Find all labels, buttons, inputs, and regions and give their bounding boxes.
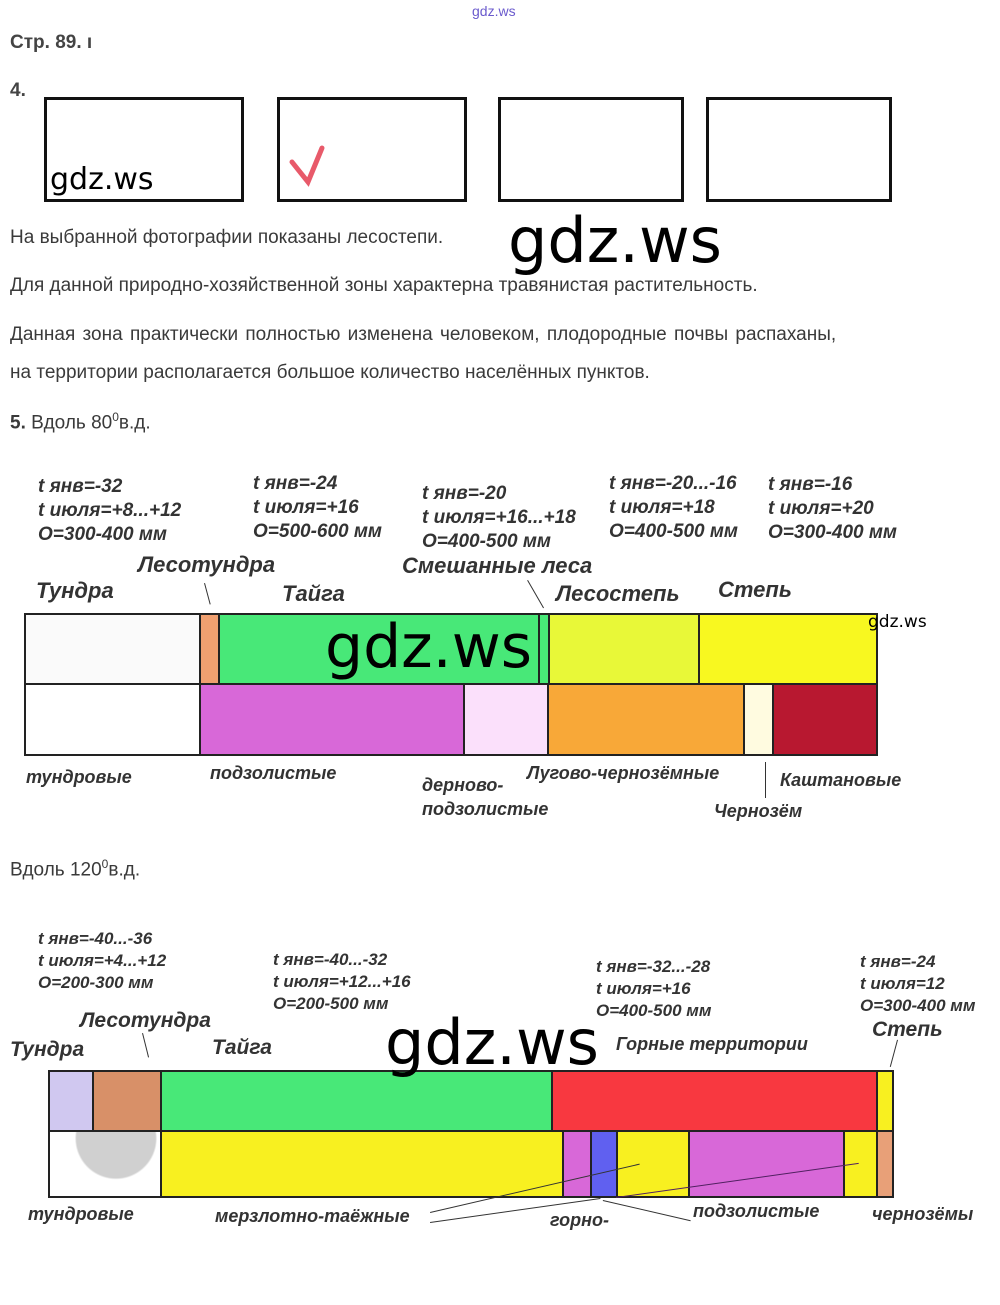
soil-tundra: [48, 1130, 162, 1198]
soil-label-mountain: горно-: [550, 1210, 610, 1230]
answer-text: На выбранной фотографии показаны лесосте…: [10, 227, 444, 248]
soil-label-podzolic: подзолистые: [210, 763, 337, 783]
pointer-line: [204, 583, 211, 605]
heading-text: Вдоль 80: [25, 412, 113, 434]
pointer-line: [527, 580, 544, 609]
zone-label-steppe: Степь: [872, 1018, 943, 1041]
soil-label-permafrost-taiga: мерзлотно-таёжные: [215, 1206, 410, 1226]
climate-forest-steppe: t янв=-20...-16 t июля=+18 O=400-500 мм: [609, 473, 738, 542]
task-4-number: 4.: [10, 80, 26, 101]
photo-option-4[interactable]: [706, 97, 892, 202]
soil-podzolic: [688, 1130, 845, 1198]
pointer-line: [602, 1200, 691, 1222]
watermark-big: gdz.ws: [325, 612, 533, 682]
zone-label-mixed-forest: Смешанные леса: [402, 553, 593, 578]
zone-steppe: [876, 1070, 894, 1132]
climate-mixed-forest: t янв=-20 t июля=+16...+18 O=400-500 мм: [422, 483, 576, 552]
watermark-small: gdz.ws: [868, 612, 927, 632]
soil-label-tundra: тундровые: [28, 1204, 134, 1224]
soil-chestnut: [772, 683, 878, 756]
zone-forest-tundra: [199, 613, 220, 685]
soil-chernozem: [876, 1130, 894, 1198]
task-5-number: 5.: [10, 412, 26, 434]
zone-label-steppe: Степь: [718, 577, 792, 602]
soil-label-sod: дерново-: [422, 775, 504, 795]
soil-chernozem: [743, 683, 774, 756]
climate-steppe: t янв=-16 t июля=+20 O=300-400 мм: [768, 474, 897, 543]
watermark: gdz.ws: [50, 162, 154, 197]
zone-label-taiga: Тайга: [282, 581, 345, 606]
climate-taiga: t янв=-40...-32 t июля=+12...+16 O=200-500…: [273, 950, 411, 1013]
degree: 0: [112, 410, 119, 424]
heading-suffix: в.д.: [108, 859, 141, 881]
pointer-line: [765, 762, 766, 798]
zone-taiga: [160, 1070, 553, 1132]
zone-forest-steppe: [548, 613, 700, 685]
soil-label-podzolic: подзолистые: [693, 1201, 820, 1221]
answer-text: на территории располагается большое коли…: [10, 362, 650, 383]
zone-steppe: [698, 613, 878, 685]
photo-option-2[interactable]: [277, 97, 467, 202]
soil-mountain: [590, 1130, 618, 1198]
soil-label-sod-podzolic: подзолистые: [422, 799, 549, 819]
soil-tundra: [24, 683, 201, 756]
soil-meadow-chernozem: [547, 683, 745, 756]
climate-steppe: t янв=-24 t июля=12 O=300-400 мм: [860, 952, 976, 1015]
photo-option-3[interactable]: [498, 97, 684, 202]
climate-tundra: t янв=-40...-36 t июля=+4...+12 O=200-300 …: [38, 929, 167, 992]
degree: 0: [101, 857, 109, 871]
zone-forest-tundra: [92, 1070, 162, 1132]
soil-label-chestnut: Каштановые: [780, 770, 902, 790]
soil-label-meadow-chernozem: Лугово-чернозёмные: [527, 763, 720, 783]
soil-sod-podzolic: [463, 683, 549, 756]
pointer-line: [142, 1033, 150, 1058]
answer-text: Для данной природно-хозяйственной зоны х…: [10, 275, 758, 296]
zone-label-taiga: Тайга: [212, 1036, 272, 1059]
climate-mountain: t янв=-32...-28 t июля=+16 O=400-500 мм: [596, 957, 712, 1020]
zone-label-mountain: Горные территории: [616, 1034, 808, 1054]
answer-text: Данная зона практически полностью измене…: [10, 324, 837, 345]
zone-mountain: [551, 1070, 878, 1132]
pointer-line: [889, 1039, 898, 1068]
zone-label-tundra: Тундра: [36, 578, 114, 603]
watermark-top: gdz.ws: [472, 3, 516, 19]
soil-podzolic: [199, 683, 465, 756]
zone-tundra: [48, 1070, 94, 1132]
heading-suffix: в.д.: [118, 412, 151, 434]
soil-label-chernozem: чернозёмы: [872, 1204, 974, 1224]
zone-label-forest-steppe: Лесостепь: [556, 581, 680, 606]
zone-label-forest-tundra: Лесотундра: [138, 552, 276, 577]
soil-permafrost-taiga: [160, 1130, 564, 1198]
task-5-heading: 5. Вдоль 800в.д.: [10, 410, 151, 434]
watermark-big: gdz.ws: [508, 204, 722, 277]
photo-option-1[interactable]: gdz.ws: [44, 97, 244, 202]
climate-taiga: t янв=-24 t июля=+16 O=500-600 мм: [253, 473, 382, 542]
soil-podzolic: [562, 1130, 592, 1198]
zone-taiga: [218, 613, 540, 685]
page-reference: Стр. 89. ı: [10, 32, 93, 53]
zone-label-tundra: Тундра: [10, 1038, 85, 1061]
soil-permafrost-taiga: [616, 1130, 690, 1198]
heading-text: Вдоль 120: [10, 859, 102, 881]
soil-label-tundra: тундровые: [26, 767, 132, 787]
climate-tundra: t янв=-32 t июля=+8...+12 O=300-400 мм: [38, 476, 182, 545]
soil-label-chernozem: Чернозём: [714, 801, 803, 821]
zone-label-forest-tundra: Лесотундра: [80, 1009, 211, 1032]
section-heading-120e: Вдоль 1200в.д.: [10, 857, 140, 881]
checkmark-icon: [289, 145, 325, 187]
watermark-big: gdz.ws: [385, 1006, 599, 1079]
zone-tundra: [24, 613, 201, 685]
